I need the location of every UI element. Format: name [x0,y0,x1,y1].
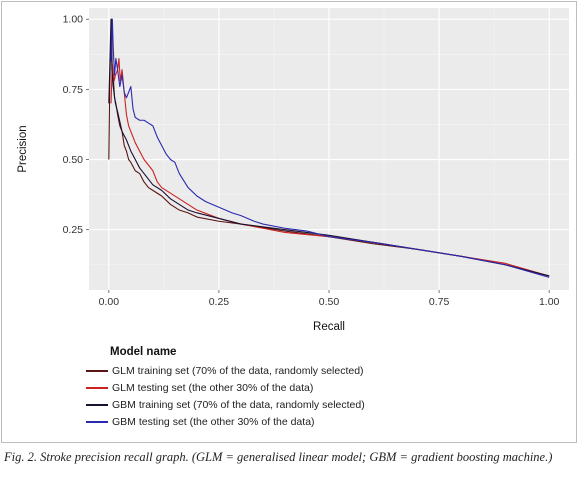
legend-item-gbm-testing: GBM testing set (the other 30% of the da… [86,413,365,430]
x-tick-label: 0.25 [209,296,230,308]
y-axis-title: Precision [17,125,29,172]
legend: Model name GLM training set (70% of the … [86,346,365,430]
x-axis-ticks: 0.00 0.25 0.50 0.75 1.00 [99,290,560,308]
series-layer [108,18,550,278]
legend-item-gbm-training: GBM training set (70% of the data, rando… [86,396,365,413]
series-line-gbm-training [108,18,550,277]
x-axis-title: Recall [313,321,345,333]
series-line-glm-testing [110,57,550,277]
grid-major [89,8,569,290]
legend-label: GLM testing set (the other 30% of the da… [112,381,314,394]
series-line-glm-training [108,18,550,277]
legend-swatch [86,420,108,423]
y-axis-ticks: 0.25 0.50 0.75 1.00 [63,14,89,236]
legend-swatch [86,369,108,372]
legend-item-glm-training: GLM training set (70% of the data, rando… [86,362,365,379]
legend-title: Model name [110,346,177,358]
x-tick-label: 0.75 [429,296,450,308]
series-line-gbm-testing [110,18,550,278]
x-tick-label: 0.00 [99,296,120,308]
y-tick-label: 0.25 [63,224,84,236]
figure-caption: Fig. 2. Stroke precision recall graph. (… [4,450,553,464]
legend-label: GLM training set (70% of the data, rando… [112,364,364,377]
precision-recall-chart: 0.00 0.25 0.50 0.75 1.00 0.25 0.50 0.75 1.00 Re… [17,8,569,333]
legend-label: GBM training set (70% of the data, rando… [112,398,365,411]
legend-label: GBM testing set (the other 30% of the da… [112,415,315,428]
legend-swatch [86,403,108,406]
x-tick-label: 1.00 [539,296,560,308]
y-tick-label: 1.00 [63,14,84,26]
x-tick-label: 0.50 [319,296,340,308]
y-tick-label: 0.75 [63,84,84,96]
legend-item-glm-testing: GLM testing set (the other 30% of the da… [86,379,365,396]
legend-swatch [86,386,108,389]
y-tick-label: 0.50 [63,154,84,166]
